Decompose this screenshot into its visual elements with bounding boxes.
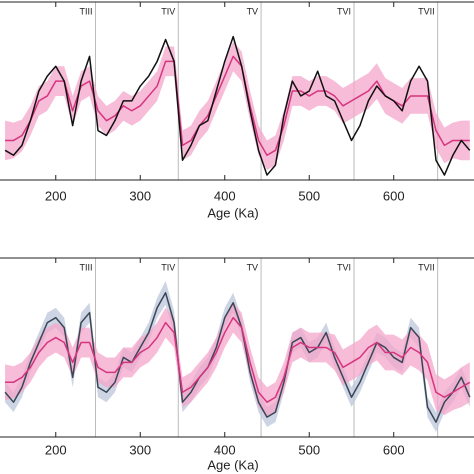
error-band	[5, 41, 470, 171]
x-tick-label: 500	[298, 442, 320, 457]
termination-label: TV	[247, 262, 259, 272]
x-tick-label: 600	[383, 442, 405, 457]
termination-label: TIII	[79, 6, 92, 16]
x-tick-label: 600	[383, 188, 405, 203]
x-tick-label: 400	[214, 442, 236, 457]
termination-label: TVII	[418, 6, 435, 16]
x-axis-label: Age (Ka)	[207, 457, 258, 472]
termination-label: TVII	[418, 262, 435, 272]
error-band	[5, 302, 470, 418]
series-line	[5, 316, 471, 403]
termination-label: TIV	[161, 262, 175, 272]
termination-label: TIII	[79, 262, 92, 272]
termination-label: TIV	[161, 6, 175, 16]
termination-label: TV	[247, 6, 259, 16]
series-line	[4, 292, 471, 423]
x-tick-label: 500	[298, 188, 320, 203]
series-line	[4, 35, 471, 176]
termination-label: TVI	[337, 6, 351, 16]
x-tick-label: 200	[45, 188, 67, 203]
x-tick-label: 300	[129, 442, 151, 457]
x-tick-label: 200	[45, 442, 67, 457]
x-tick-label: 300	[129, 188, 151, 203]
x-tick-label: 400	[214, 188, 236, 203]
x-axis-label: Age (Ka)	[207, 205, 258, 220]
termination-label: TVI	[337, 262, 351, 272]
